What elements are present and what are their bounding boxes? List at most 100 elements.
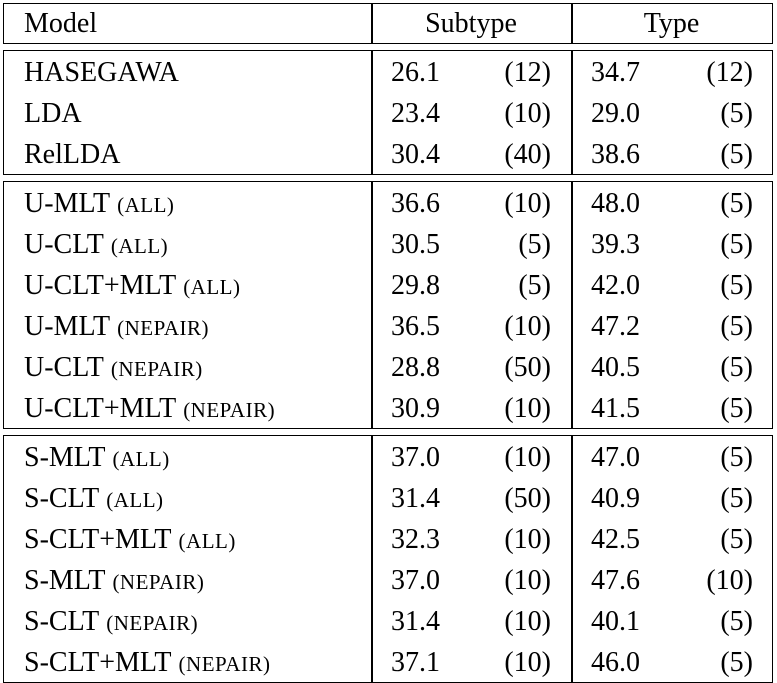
model-name: U-CLT — [24, 229, 104, 260]
subtype-score: 30.4 — [391, 139, 440, 170]
type-count: (5) — [720, 606, 753, 637]
model-name: U-CLT — [24, 352, 104, 383]
table-box: Model Subtype Type — [3, 3, 773, 44]
model-cell: U-MLT (NEPAIR) — [24, 313, 209, 341]
column-rule — [571, 436, 573, 682]
type-count: (5) — [720, 647, 753, 678]
model-setting: (ALL) — [106, 488, 164, 512]
type-count: (5) — [720, 483, 753, 514]
model-cell: U-CLT+MLT (ALL) — [24, 272, 241, 300]
type-score: 40.1 — [591, 606, 640, 637]
type-score: 40.9 — [591, 483, 640, 514]
model-cell: U-MLT (ALL) — [24, 190, 174, 218]
model-name: HASEGAWA — [24, 57, 179, 88]
subtype-score: 36.6 — [391, 188, 440, 219]
model-setting: (NEPAIR) — [178, 652, 271, 676]
model-setting: (NEPAIR) — [112, 570, 205, 594]
type-score: 42.0 — [591, 270, 640, 301]
column-rule — [571, 182, 573, 428]
subtype-count: (10) — [504, 565, 551, 596]
type-count: (5) — [720, 393, 753, 424]
model-setting: (ALL) — [183, 275, 241, 299]
type-count: (5) — [720, 229, 753, 260]
model-name: U-CLT+MLT — [24, 270, 177, 301]
type-score: 48.0 — [591, 188, 640, 219]
model-name: S-CLT+MLT — [24, 524, 172, 555]
model-cell: LDA — [24, 100, 82, 128]
model-cell: S-CLT+MLT (NEPAIR) — [24, 649, 270, 677]
subtype-count: (10) — [504, 647, 551, 678]
type-score: 39.3 — [591, 229, 640, 260]
subtype-count: (10) — [504, 98, 551, 129]
type-score: 34.7 — [591, 57, 640, 88]
type-count: (5) — [720, 98, 753, 129]
subtype-score: 23.4 — [391, 98, 440, 129]
model-name: S-CLT — [24, 606, 100, 637]
subtype-score: 31.4 — [391, 606, 440, 637]
column-rule — [371, 182, 373, 428]
model-cell: U-CLT (NEPAIR) — [24, 354, 203, 382]
type-count: (5) — [720, 311, 753, 342]
model-cell: S-CLT+MLT (ALL) — [24, 526, 236, 554]
subtype-count: (10) — [504, 442, 551, 473]
model-setting: (ALL) — [178, 529, 236, 553]
subtype-count: (5) — [518, 229, 551, 260]
model-setting: (NEPAIR) — [183, 398, 276, 422]
subtype-score: 31.4 — [391, 483, 440, 514]
model-cell: S-MLT (NEPAIR) — [24, 567, 204, 595]
subtype-count: (5) — [518, 270, 551, 301]
model-name: RelLDA — [24, 139, 121, 170]
model-setting: (ALL) — [112, 447, 170, 471]
type-score: 41.5 — [591, 393, 640, 424]
subtype-count: (12) — [504, 57, 551, 88]
header-cell: Type — [643, 8, 700, 39]
subtype-score: 28.8 — [391, 352, 440, 383]
model-setting: (NEPAIR) — [110, 357, 203, 381]
model-cell: S-CLT (NEPAIR) — [24, 608, 198, 636]
subtype-count: (10) — [504, 606, 551, 637]
column-rule — [571, 4, 573, 43]
model-setting: (NEPAIR) — [106, 611, 199, 635]
model-name: U-MLT — [24, 311, 111, 342]
type-count: (5) — [720, 270, 753, 301]
type-count: (5) — [720, 139, 753, 170]
table-box: HASEGAWA 26.1 (12) 34.7 (12) LDA 23.4 (10) 29.0 (… — [3, 50, 773, 175]
subtype-score: 30.9 — [391, 393, 440, 424]
model-name: S-CLT+MLT — [24, 647, 172, 678]
type-score: 29.0 — [591, 98, 640, 129]
type-count: (5) — [720, 188, 753, 219]
table-box: S-MLT (ALL) 37.0 (10) 47.0 (5) S-CLT (ALL) 31.… — [3, 435, 773, 683]
subtype-count: (50) — [504, 483, 551, 514]
type-count: (10) — [706, 565, 753, 596]
type-score: 47.2 — [591, 311, 640, 342]
header-cell: Model — [24, 8, 98, 39]
subtype-score: 37.0 — [391, 565, 440, 596]
type-score: 38.6 — [591, 139, 640, 170]
subtype-count: (10) — [504, 524, 551, 555]
subtype-score: 37.0 — [391, 442, 440, 473]
type-score: 47.0 — [591, 442, 640, 473]
column-rule — [571, 51, 573, 174]
model-setting: (ALL) — [110, 234, 169, 258]
model-name: S-MLT — [24, 442, 106, 473]
model-name: S-MLT — [24, 565, 106, 596]
model-setting: (NEPAIR) — [117, 316, 209, 340]
subtype-count: (10) — [504, 311, 551, 342]
model-setting: (ALL) — [117, 193, 175, 217]
subtype-count: (10) — [504, 188, 551, 219]
model-cell: U-CLT (ALL) — [24, 231, 168, 259]
model-cell: HASEGAWA — [24, 59, 179, 87]
type-count: (5) — [720, 352, 753, 383]
subtype-score: 36.5 — [391, 311, 440, 342]
model-name: S-CLT — [24, 483, 100, 514]
type-count: (12) — [706, 57, 753, 88]
type-count: (5) — [720, 524, 753, 555]
header-cell: Subtype — [425, 8, 517, 39]
type-count: (5) — [720, 442, 753, 473]
model-cell: S-MLT (ALL) — [24, 444, 170, 472]
model-name: U-MLT — [24, 188, 111, 219]
type-score: 47.6 — [591, 565, 640, 596]
subtype-score: 29.8 — [391, 270, 440, 301]
column-rule — [371, 4, 373, 43]
